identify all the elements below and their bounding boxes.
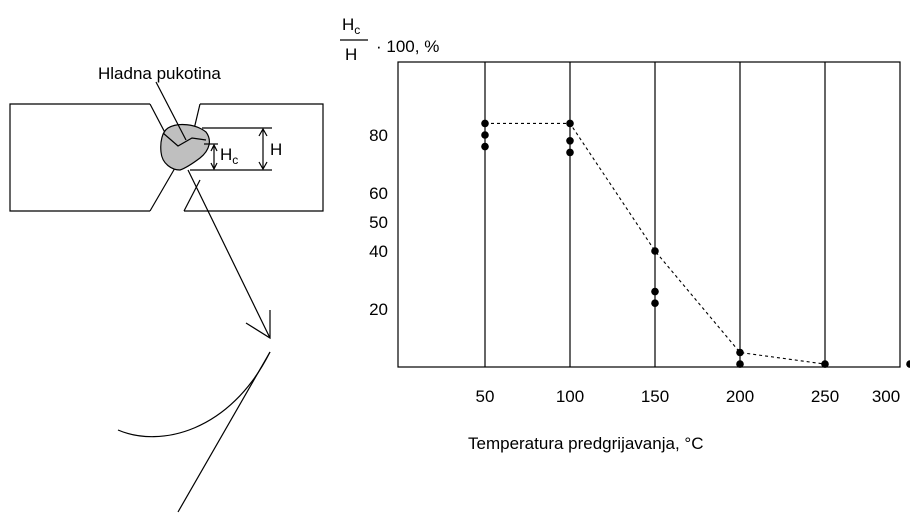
h-arrow-top — [258, 127, 268, 137]
data-point-50-80 — [481, 131, 489, 139]
plot-frame — [397, 61, 901, 368]
crack-detail-line — [177, 351, 271, 513]
x-label-unit: °C — [684, 434, 703, 453]
trend-line — [485, 122, 826, 365]
detail-arrow-head — [245, 310, 271, 340]
crack-detail-curve — [117, 351, 271, 438]
data-point-300-1 — [906, 360, 910, 368]
hc-label-main: H — [220, 145, 232, 164]
y-label-suffix: · 100, % — [376, 37, 439, 56]
x-tick-labels: 50 100 150 200 250 300 — [476, 387, 901, 406]
hc-arrow-top — [210, 143, 218, 152]
left-plate — [9, 103, 150, 212]
hc-label-sub: c — [232, 153, 238, 167]
y-tick-labels: 20 40 50 60 80 — [369, 126, 388, 319]
y-tick-50: 50 — [369, 213, 388, 232]
data-point-100-74 — [566, 148, 574, 157]
weld-labels: Hladna pukotina Hc H — [98, 64, 282, 167]
crack-leader — [155, 81, 187, 141]
y-tick-20: 20 — [369, 300, 388, 319]
y-label-numerator: Hc — [342, 15, 360, 37]
y-tick-80: 80 — [369, 126, 388, 145]
hc-arrow-bottom — [210, 162, 218, 171]
weld-bead — [160, 123, 210, 171]
x-tick-150: 150 — [641, 387, 669, 406]
y-axis-label: Hc H · 100, % — [340, 15, 439, 64]
data-point-100-78 — [566, 137, 574, 145]
chart: Hc H · 100, % 20 40 50 60 80 50 100 150 200 250 3… — [340, 15, 910, 453]
data-point-100-84 — [566, 119, 574, 128]
x-tick-250: 250 — [811, 387, 839, 406]
y-label-denominator: H — [345, 45, 357, 64]
x-tick-200: 200 — [726, 387, 754, 406]
detail-arrow-line — [187, 169, 271, 339]
trend-line-group — [485, 122, 826, 365]
x-tick-300: 300 — [872, 387, 900, 406]
x-axis-label: Temperatura predgrijavanja, °C — [468, 434, 703, 453]
data-point-50-84 — [481, 119, 489, 128]
weld-diagram — [9, 81, 324, 513]
data-point-200-1 — [736, 360, 744, 368]
data-point-150-22 — [651, 299, 659, 308]
crack-label: Hladna pukotina — [98, 64, 221, 83]
data-point-150-40 — [651, 247, 659, 255]
x-label-text: Temperatura predgrijavanja, — [468, 434, 684, 453]
h-label: H — [270, 140, 282, 159]
data-point-50-76 — [481, 142, 489, 151]
y-label-num-sub: c — [354, 23, 360, 37]
x-tick-50: 50 — [476, 387, 495, 406]
crack-line — [162, 132, 207, 147]
y-label-num-main: H — [342, 15, 354, 34]
y-tick-40: 40 — [369, 242, 388, 261]
data-point-200-5 — [736, 348, 744, 357]
data-points — [481, 119, 910, 368]
groove-edge-right-lower — [183, 179, 201, 212]
groove-edge-left-lower — [149, 167, 176, 212]
y-tick-60: 60 — [369, 184, 388, 203]
data-point-150-26 — [651, 287, 659, 296]
x-tick-100: 100 — [556, 387, 584, 406]
right-plate — [184, 103, 324, 212]
data-point-250-1 — [821, 360, 829, 368]
hc-label: Hc — [220, 145, 238, 167]
gridlines — [484, 62, 826, 367]
h-arrow-bottom — [258, 161, 268, 171]
